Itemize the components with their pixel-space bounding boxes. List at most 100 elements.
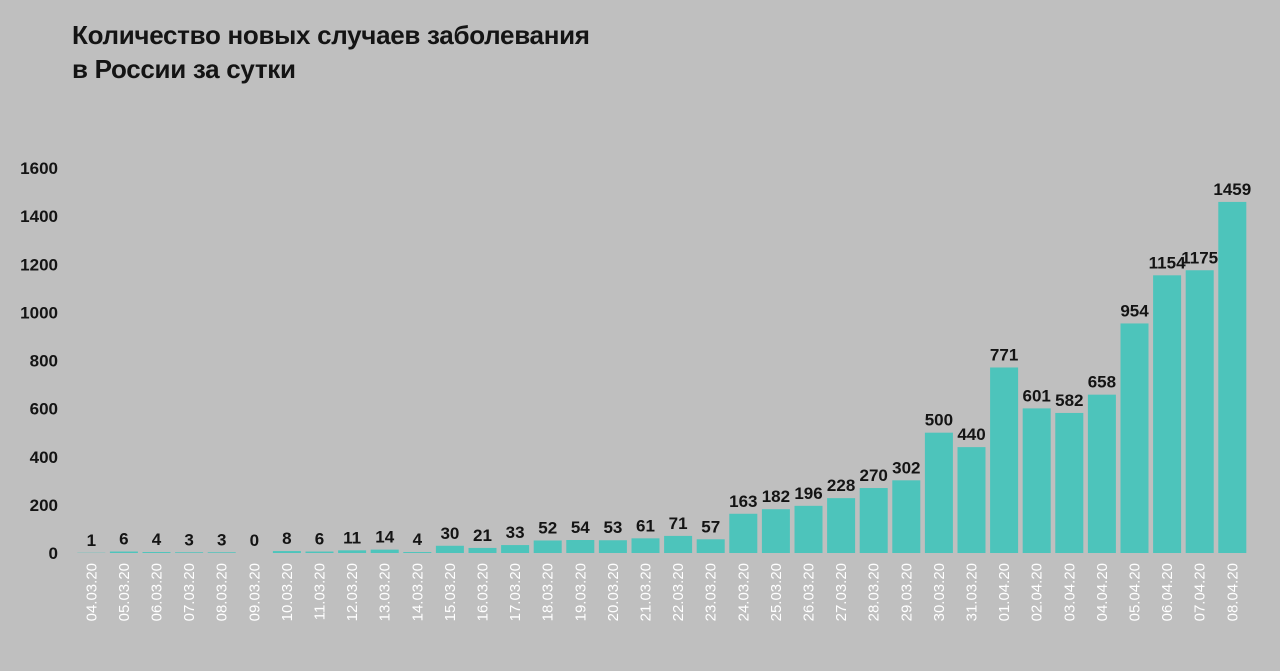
bar: [761, 509, 790, 553]
x-tick-label: 25.03.20: [768, 563, 785, 621]
x-tick-label: 11.03.20: [312, 563, 329, 620]
x-tick-label: 31.03.20: [964, 563, 981, 621]
y-tick-label: 0: [49, 544, 58, 563]
data-label: 6: [119, 530, 128, 549]
x-tick-label: 06.04.20: [1159, 563, 1176, 621]
x-tick-label: 22.03.20: [670, 563, 687, 621]
bar: [794, 505, 823, 553]
data-label: 4: [152, 530, 162, 549]
bar: [1055, 412, 1084, 553]
data-label: 8: [282, 529, 291, 548]
bar: [598, 540, 627, 553]
data-label: 61: [636, 516, 655, 535]
bar: [1185, 270, 1214, 553]
bar: [468, 547, 497, 553]
y-tick-label: 600: [30, 400, 58, 419]
data-label: 658: [1088, 373, 1116, 392]
bar: [403, 552, 432, 553]
x-tick-label: 28.03.20: [866, 563, 883, 621]
x-tick-label: 14.03.20: [409, 563, 426, 621]
data-label: 3: [184, 530, 193, 549]
data-label: 33: [506, 523, 525, 542]
bar: [990, 367, 1019, 553]
x-tick-label: 26.03.20: [801, 563, 818, 621]
y-tick-label: 1400: [20, 207, 58, 226]
data-label: 582: [1055, 391, 1083, 410]
x-tick-label: 23.03.20: [703, 563, 720, 621]
x-tick-label: 04.03.20: [83, 563, 100, 621]
bar: [207, 552, 236, 553]
y-tick-label: 1000: [20, 303, 58, 322]
y-tick-label: 1600: [20, 159, 58, 178]
bar: [957, 447, 986, 553]
y-tick-label: 400: [30, 448, 58, 467]
bar: [696, 539, 725, 553]
x-tick-label: 02.04.20: [1029, 563, 1046, 621]
x-tick-label: 10.03.20: [279, 563, 296, 621]
x-tick-label: 21.03.20: [638, 563, 655, 621]
bar: [859, 488, 888, 553]
data-label: 1459: [1213, 180, 1251, 199]
y-tick-label: 800: [30, 352, 58, 371]
x-tick-label: 30.03.20: [931, 563, 948, 621]
data-label: 6: [315, 530, 324, 549]
bar: [1120, 323, 1149, 553]
x-tick-label: 17.03.20: [507, 563, 524, 621]
x-tick-label: 08.03.20: [214, 563, 231, 621]
x-tick-label: 19.03.20: [572, 563, 589, 621]
x-tick-label: 07.03.20: [181, 563, 198, 621]
x-tick-label: 08.04.20: [1224, 563, 1241, 621]
x-tick-label: 29.03.20: [898, 563, 915, 621]
x-tick-label: 05.03.20: [116, 563, 133, 621]
data-label: 21: [473, 526, 492, 545]
data-label: 1175: [1181, 248, 1218, 267]
x-tick-label: 16.03.20: [475, 563, 492, 621]
x-tick-label: 03.04.20: [1061, 563, 1078, 621]
bar: [435, 545, 464, 553]
x-tick-label: 04.04.20: [1094, 563, 1111, 621]
y-tick-label: 200: [30, 496, 58, 515]
bar: [533, 540, 562, 553]
x-tick-label: 01.04.20: [996, 563, 1013, 621]
data-label: 270: [860, 466, 888, 485]
x-tick-label: 18.03.20: [540, 563, 557, 621]
data-label: 500: [925, 411, 953, 430]
data-label: 57: [701, 517, 720, 536]
x-tick-label: 24.03.20: [735, 563, 752, 621]
bar: [272, 551, 301, 553]
bar: [631, 538, 660, 553]
bar: [109, 551, 138, 553]
data-label: 52: [538, 518, 557, 537]
bar: [827, 498, 856, 553]
data-label: 163: [729, 492, 757, 511]
x-tick-label: 05.04.20: [1127, 563, 1144, 621]
bar: [664, 535, 693, 553]
bar: [142, 552, 171, 553]
x-tick-label: 15.03.20: [442, 563, 459, 621]
bar: [729, 513, 758, 553]
data-label: 1: [87, 531, 96, 550]
x-tick-label: 20.03.20: [605, 563, 622, 621]
data-label: 1154: [1149, 253, 1186, 272]
data-label: 11: [343, 528, 361, 547]
data-label: 954: [1120, 301, 1149, 320]
bar: [1022, 408, 1051, 553]
data-label: 3: [217, 530, 226, 549]
data-label: 228: [827, 476, 855, 495]
bar: [305, 551, 334, 553]
data-label: 30: [440, 524, 459, 543]
data-label: 4: [413, 530, 423, 549]
bar: [338, 550, 367, 553]
data-label: 601: [1023, 386, 1051, 405]
data-label: 71: [669, 514, 688, 533]
x-tick-label: 09.03.20: [246, 563, 263, 621]
x-tick-label: 13.03.20: [377, 563, 394, 621]
x-tick-label: 06.03.20: [149, 563, 166, 621]
data-label: 771: [990, 345, 1018, 364]
bar: [1218, 201, 1247, 553]
bar: [501, 545, 530, 553]
bar: [892, 480, 921, 553]
bar: [1087, 394, 1116, 553]
